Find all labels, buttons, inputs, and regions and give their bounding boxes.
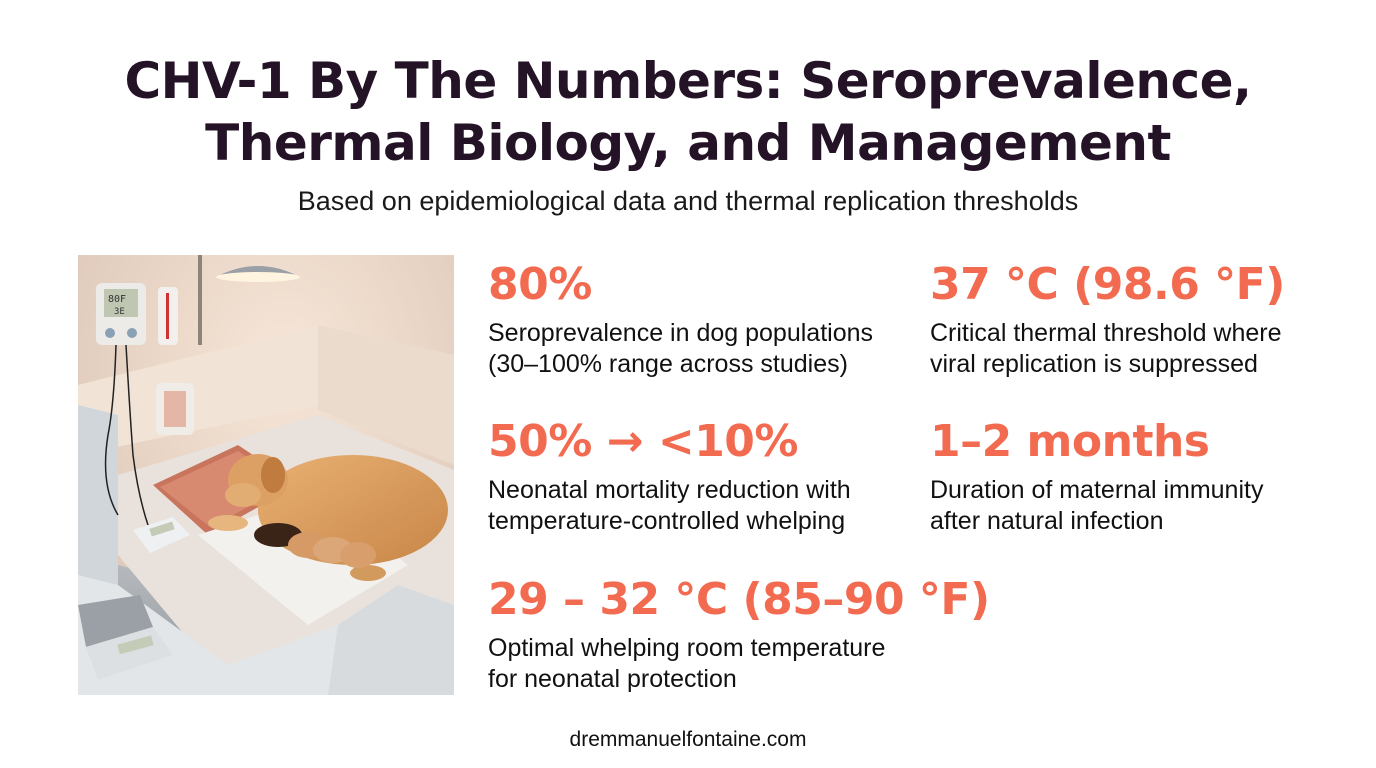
- page-subtitle: Based on epidemiological data and therma…: [297, 186, 1079, 216]
- stat-mortality-reduction: 50% → <10% Neonatal mortality reduction …: [488, 415, 851, 537]
- svg-text:80F: 80F: [108, 294, 126, 305]
- stat-value: 80%: [488, 259, 592, 310]
- stat-description: Optimal whelping room temperature for ne…: [488, 634, 886, 693]
- stat-thermal-threshold: 37 °C (98.6 °F) Critical thermal thresho…: [930, 258, 1285, 380]
- whelping-box-photo: 80F 3E: [78, 255, 454, 695]
- stat-description: Duration of maternal immunity after natu…: [930, 476, 1264, 535]
- stat-whelping-temperature: 29 – 32 °C (85–90 °F) Optimal whelping r…: [488, 573, 990, 695]
- stat-value: 37 °C (98.6 °F): [930, 259, 1285, 310]
- title-line-2: Thermal Biology, and Management: [205, 114, 1171, 172]
- whelping-illustration: 80F 3E: [78, 255, 454, 695]
- stat-seroprevalence: 80% Seroprevalence in dog populations (3…: [488, 258, 873, 380]
- stat-description: Seroprevalence in dog populations (30–10…: [488, 319, 873, 378]
- stat-description: Neonatal mortality reduction with temper…: [488, 476, 851, 535]
- page-title: CHV-1 By The Numbers: Seroprevalence, Th…: [0, 50, 1376, 174]
- website-footer: dremmanuelfontaine.com: [569, 728, 807, 751]
- title-line-1: CHV-1 By The Numbers: Seroprevalence,: [124, 52, 1252, 110]
- stat-value: 50% → <10%: [488, 416, 799, 467]
- svg-text:3E: 3E: [114, 307, 125, 317]
- stat-maternal-immunity: 1–2 months Duration of maternal immunity…: [930, 415, 1263, 537]
- stat-value: 29 – 32 °C (85–90 °F): [488, 574, 990, 625]
- stat-description: Critical thermal threshold where viral r…: [930, 319, 1282, 378]
- stat-value: 1–2 months: [930, 416, 1210, 467]
